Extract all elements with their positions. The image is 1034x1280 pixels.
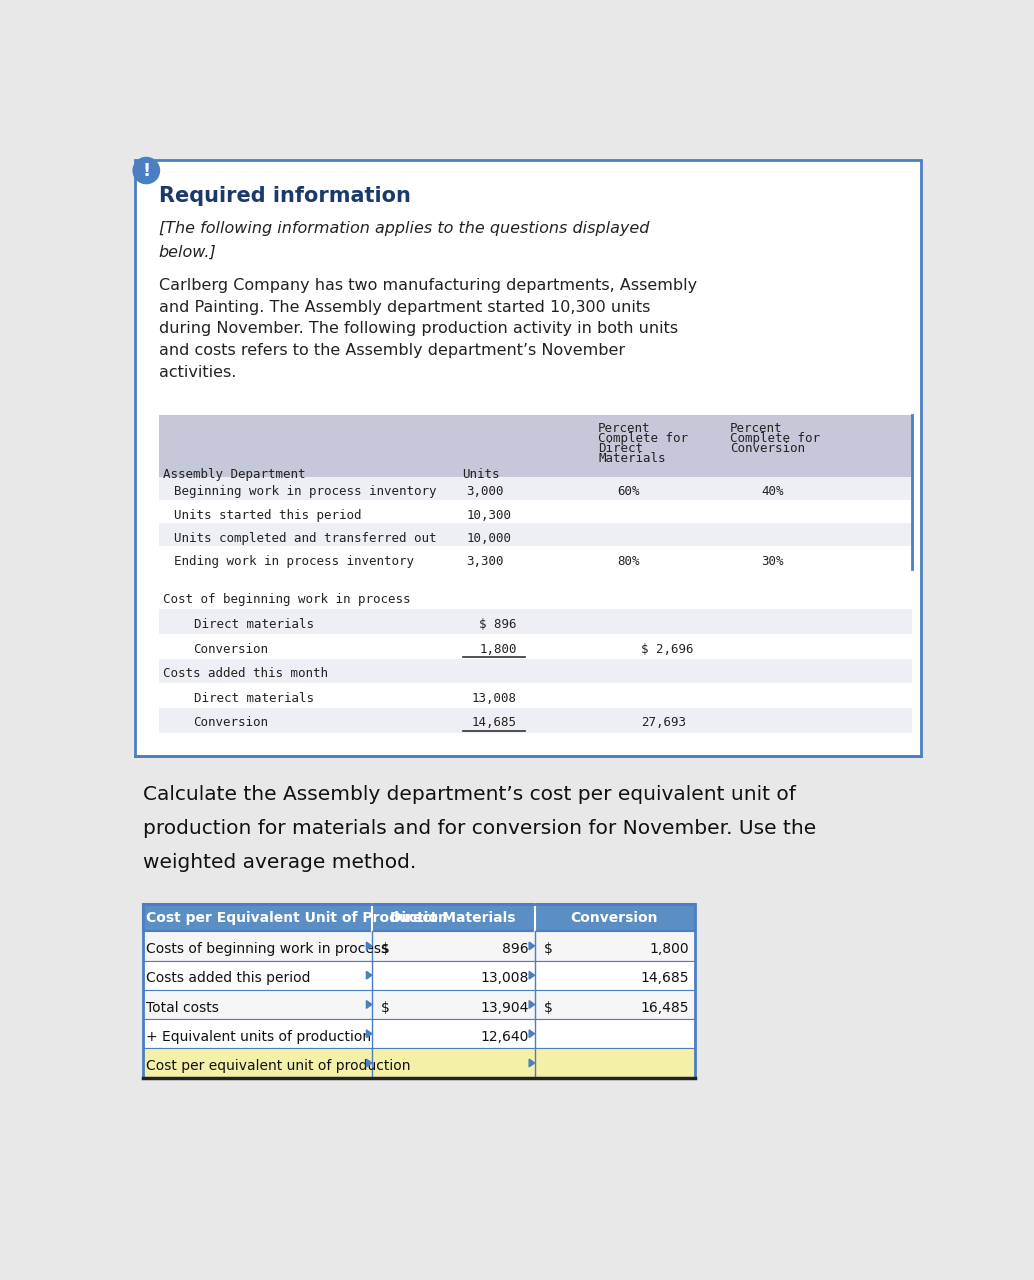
Text: Direct materials: Direct materials [193,691,313,705]
Bar [143,932,695,960]
Text: Conversion: Conversion [571,910,659,924]
Text: 12,640: 12,640 [480,1030,528,1044]
Text: [The following information applies to the questions displayed: [The following information applies to th… [158,221,649,237]
Text: activities.: activities. [158,365,236,380]
Bar [158,659,912,684]
Text: and costs refers to the Assembly department’s November: and costs refers to the Assembly departm… [158,343,625,358]
Text: production for materials and for conversion for November. Use the: production for materials and for convers… [143,819,817,838]
Text: during November. The following production activity in both units: during November. The following productio… [158,321,678,337]
Text: 10,300: 10,300 [466,508,512,521]
Text: $: $ [544,942,553,956]
Text: 14,685: 14,685 [472,717,517,730]
Text: Conversion: Conversion [193,643,269,655]
Polygon shape [366,942,372,950]
Bar [158,609,912,634]
Text: Direct Materials: Direct Materials [391,910,516,924]
Text: and Painting. The Assembly department started 10,300 units: and Painting. The Assembly department st… [158,300,650,315]
Text: weighted average method.: weighted average method. [143,852,417,872]
Circle shape [133,157,159,183]
Text: $: $ [382,1001,390,1015]
Bar [143,905,695,932]
Bar [143,1048,695,1078]
Text: 60%: 60% [617,485,640,498]
Text: 13,008: 13,008 [472,691,517,705]
Text: 1,800: 1,800 [649,942,689,956]
Text: Costs added this period: Costs added this period [146,972,311,986]
Text: 30%: 30% [761,554,784,568]
Text: Beginning work in process inventory: Beginning work in process inventory [174,485,436,498]
Bar [158,477,912,500]
Bar [158,684,912,708]
Text: Ending work in process inventory: Ending work in process inventory [174,554,415,568]
Bar [158,585,912,609]
Bar [135,160,921,755]
Text: 3,000: 3,000 [466,485,504,498]
Bar [143,989,695,1019]
Bar [158,524,912,547]
Text: Units started this period: Units started this period [174,508,362,521]
Bar [143,1019,695,1048]
Text: 13,008: 13,008 [480,972,528,986]
Text: Units: Units [462,467,500,481]
Bar [158,634,912,659]
Text: Cost of beginning work in process: Cost of beginning work in process [162,593,410,607]
Text: $: $ [544,1001,553,1015]
Bar [158,416,912,477]
Text: 80%: 80% [617,554,640,568]
Text: Percent: Percent [598,421,650,434]
Bar [158,585,912,740]
Text: Direct: Direct [598,442,643,454]
Text: 3,300: 3,300 [466,554,504,568]
Text: !: ! [143,161,150,179]
Text: Costs of beginning work in process: Costs of beginning work in process [146,942,389,956]
Polygon shape [529,972,535,979]
Bar [158,708,912,732]
Polygon shape [529,1001,535,1009]
Text: $ 2,696: $ 2,696 [641,643,693,655]
Bar [143,905,695,1078]
Polygon shape [366,1001,372,1009]
Text: Cost per Equivalent Unit of Production: Cost per Equivalent Unit of Production [146,910,448,924]
Text: $: $ [382,942,390,956]
Text: Complete for: Complete for [598,431,688,444]
Text: Materials: Materials [598,452,666,465]
Text: 896: 896 [501,942,528,956]
Text: 1,800: 1,800 [479,643,517,655]
Text: Carlberg Company has two manufacturing departments, Assembly: Carlberg Company has two manufacturing d… [158,278,697,293]
Text: 27,693: 27,693 [641,717,686,730]
Text: Required information: Required information [158,186,410,206]
Text: Assembly Department: Assembly Department [162,467,305,481]
Polygon shape [366,972,372,979]
Polygon shape [529,1030,535,1038]
Text: Cost per equivalent unit of production: Cost per equivalent unit of production [146,1059,410,1073]
Text: Percent: Percent [730,421,783,434]
Text: below.]: below.] [158,244,216,260]
Text: + Equivalent units of production: + Equivalent units of production [146,1030,371,1044]
Text: 16,485: 16,485 [640,1001,689,1015]
Text: Units completed and transferred out: Units completed and transferred out [174,531,436,545]
Bar [158,500,912,524]
Bar [158,547,912,570]
Text: Total costs: Total costs [146,1001,219,1015]
Text: 40%: 40% [761,485,784,498]
Polygon shape [366,1030,372,1038]
Text: Conversion: Conversion [193,717,269,730]
Polygon shape [529,942,535,950]
Text: Conversion: Conversion [730,442,804,454]
Text: Complete for: Complete for [730,431,820,444]
Text: 13,904: 13,904 [480,1001,528,1015]
Text: $ 896: $ 896 [479,618,517,631]
Text: Costs added this month: Costs added this month [162,667,328,680]
Bar [143,960,695,989]
Text: Calculate the Assembly department’s cost per equivalent unit of: Calculate the Assembly department’s cost… [143,785,796,804]
Polygon shape [366,1059,372,1066]
Text: 10,000: 10,000 [466,531,512,545]
Text: 14,685: 14,685 [640,972,689,986]
Text: Direct materials: Direct materials [193,618,313,631]
Polygon shape [529,1059,535,1066]
